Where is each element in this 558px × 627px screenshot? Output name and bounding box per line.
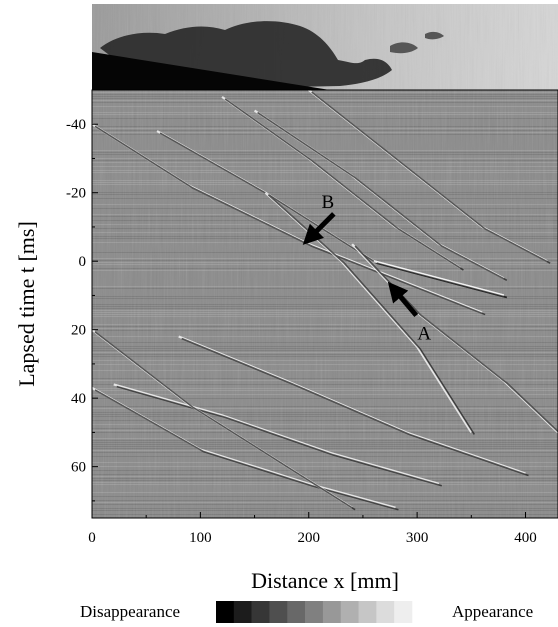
streak-dark-4 <box>224 98 464 271</box>
legend-swatch <box>269 601 288 623</box>
streak-dark-12 <box>376 262 508 299</box>
legend-high-label: Appearance <box>452 602 533 621</box>
x-tick-label: 300 <box>406 530 429 546</box>
annotation-arrow-b <box>302 212 336 245</box>
photo-strip <box>92 4 558 90</box>
y-tick-label: 0 <box>79 254 87 270</box>
legend-swatch <box>233 601 252 623</box>
x-axis: 0 100 200 300 400 <box>88 512 537 546</box>
streak-dark-10 <box>354 245 558 433</box>
annotations: AB <box>302 192 431 344</box>
legend-swatch <box>376 601 395 623</box>
annotation-arrow-a <box>387 281 419 318</box>
legend-swatch <box>305 601 324 623</box>
y-tick-label: -20 <box>66 186 86 202</box>
x-tick-label: 0 <box>88 530 96 546</box>
legend-swatch <box>340 601 359 623</box>
streak-dark-8 <box>181 337 529 477</box>
x-axis-title: Distance x [mm] <box>251 568 399 593</box>
legend-swatch <box>287 601 306 623</box>
streak-light-12 <box>373 260 505 297</box>
plot-frame <box>91 89 558 519</box>
photo-wedge <box>92 52 330 90</box>
streak-dark-3 <box>257 111 508 282</box>
legend-swatch <box>394 601 413 623</box>
y-tick-label: 20 <box>71 323 86 339</box>
legend-swatch <box>251 601 270 623</box>
legend-swatch <box>358 601 377 623</box>
plot-grain <box>92 90 558 518</box>
x-tick-label: 200 <box>297 530 320 546</box>
streak-light-7 <box>113 383 440 485</box>
streak-dark-7 <box>116 385 443 487</box>
legend-swatches <box>216 601 413 623</box>
photo-smoke-wisp <box>390 31 444 54</box>
legend-swatch <box>216 601 235 623</box>
legend: Disappearance Appearance <box>80 601 533 623</box>
y-axis-title: Lapsed time t [ms] <box>14 221 39 387</box>
plot-area <box>92 90 558 518</box>
legend-swatch <box>322 601 342 623</box>
annotation-label-a: A <box>417 323 431 344</box>
streak-dark-6 <box>94 389 399 511</box>
y-tick-label: 40 <box>71 391 86 407</box>
y-tick-label: -40 <box>66 117 86 133</box>
annotation-label-b: B <box>321 192 334 213</box>
streak-dark-11 <box>94 331 356 511</box>
streak-dark-1 <box>94 125 486 316</box>
legend-low-label: Disappearance <box>80 602 180 621</box>
y-axis: -40 -20 0 20 40 60 <box>66 89 98 502</box>
x-tick-label: 400 <box>514 530 537 546</box>
y-tick-label: 60 <box>71 460 86 476</box>
streak-dark-5 <box>311 91 551 264</box>
x-tick-label: 100 <box>189 530 212 546</box>
